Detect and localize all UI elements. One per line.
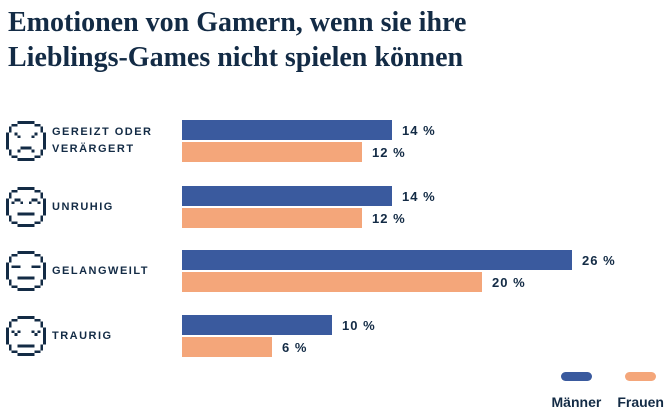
bored-face-icon (6, 251, 46, 291)
maenner-value-label: 14 % (402, 122, 436, 138)
category-label-line1: UNRUHIG (52, 200, 114, 213)
bar-group: 26 % 20 % (182, 250, 670, 292)
frauen-value-label: 6 % (282, 339, 308, 355)
frauen-legend-swatch (625, 372, 657, 381)
uneasy-face-icon (6, 187, 46, 227)
category-label: GELANGWEILT (52, 263, 182, 280)
frauen-bar (182, 208, 362, 228)
page-title: Emotionen von Gamern, wenn sie ihre Lieb… (8, 5, 466, 75)
maenner-value-label: 14 % (402, 188, 436, 204)
maenner-value-label: 26 % (582, 252, 616, 268)
maenner-legend-swatch (560, 372, 592, 381)
bar-group: 10 % 6 % (182, 315, 670, 357)
page-title-line1: Emotionen von Gamern, wenn sie ihre (8, 7, 467, 38)
category-label-line2: VERÄRGERT (52, 143, 135, 155)
maenner-value-label: 10 % (342, 317, 376, 333)
category-label: TRAURIG (52, 328, 182, 345)
frauen-value-label: 20 % (492, 274, 526, 290)
category-label-line1: GELANGWEILT (52, 264, 149, 277)
chart-row-gelangweilt: GELANGWEILT 26 % 20 % (0, 249, 670, 293)
chart-row-traurig: TRAURIG 10 % 6 % (0, 314, 670, 358)
category-label: UNRUHIG (52, 199, 182, 216)
category-label-line1: GEREIZT ODER (52, 126, 153, 138)
emotion-icon-box (6, 187, 46, 227)
legend-item-maenner: Männer (551, 372, 602, 410)
maenner-legend-label: Männer (551, 394, 602, 410)
emotion-icon-box (6, 251, 46, 291)
frauen-value-label: 12 % (372, 144, 406, 160)
frauen-bar (182, 272, 482, 292)
sad-face-icon (6, 316, 46, 356)
maenner-bar (182, 315, 332, 335)
legend-item-frauen: Frauen (617, 372, 664, 410)
frauen-value-label: 12 % (372, 210, 406, 226)
frauen-bar (182, 142, 362, 162)
category-label: GEREIZT ODER VERÄRGERT (52, 124, 182, 158)
chart-row-unruhig: UNRUHIG 14 % 12 % (0, 185, 670, 229)
bar-group: 14 % 12 % (182, 186, 670, 228)
maenner-bar (182, 120, 392, 140)
page-title-line2: Lieblings-Games nicht spielen können (8, 42, 464, 73)
emotion-icon-box (6, 121, 46, 161)
emotion-icon-box (6, 316, 46, 356)
angry-face-icon (6, 121, 46, 161)
frauen-bar (182, 337, 272, 357)
maenner-bar (182, 186, 392, 206)
maenner-bar (182, 250, 572, 270)
bar-group: 14 % 12 % (182, 120, 670, 162)
legend: Männer Frauen (552, 372, 664, 410)
frauen-legend-label: Frauen (617, 394, 664, 410)
category-label-line1: TRAURIG (52, 329, 113, 342)
chart-row-gereizt: GEREIZT ODER VERÄRGERT 14 % 12 % (0, 119, 670, 163)
